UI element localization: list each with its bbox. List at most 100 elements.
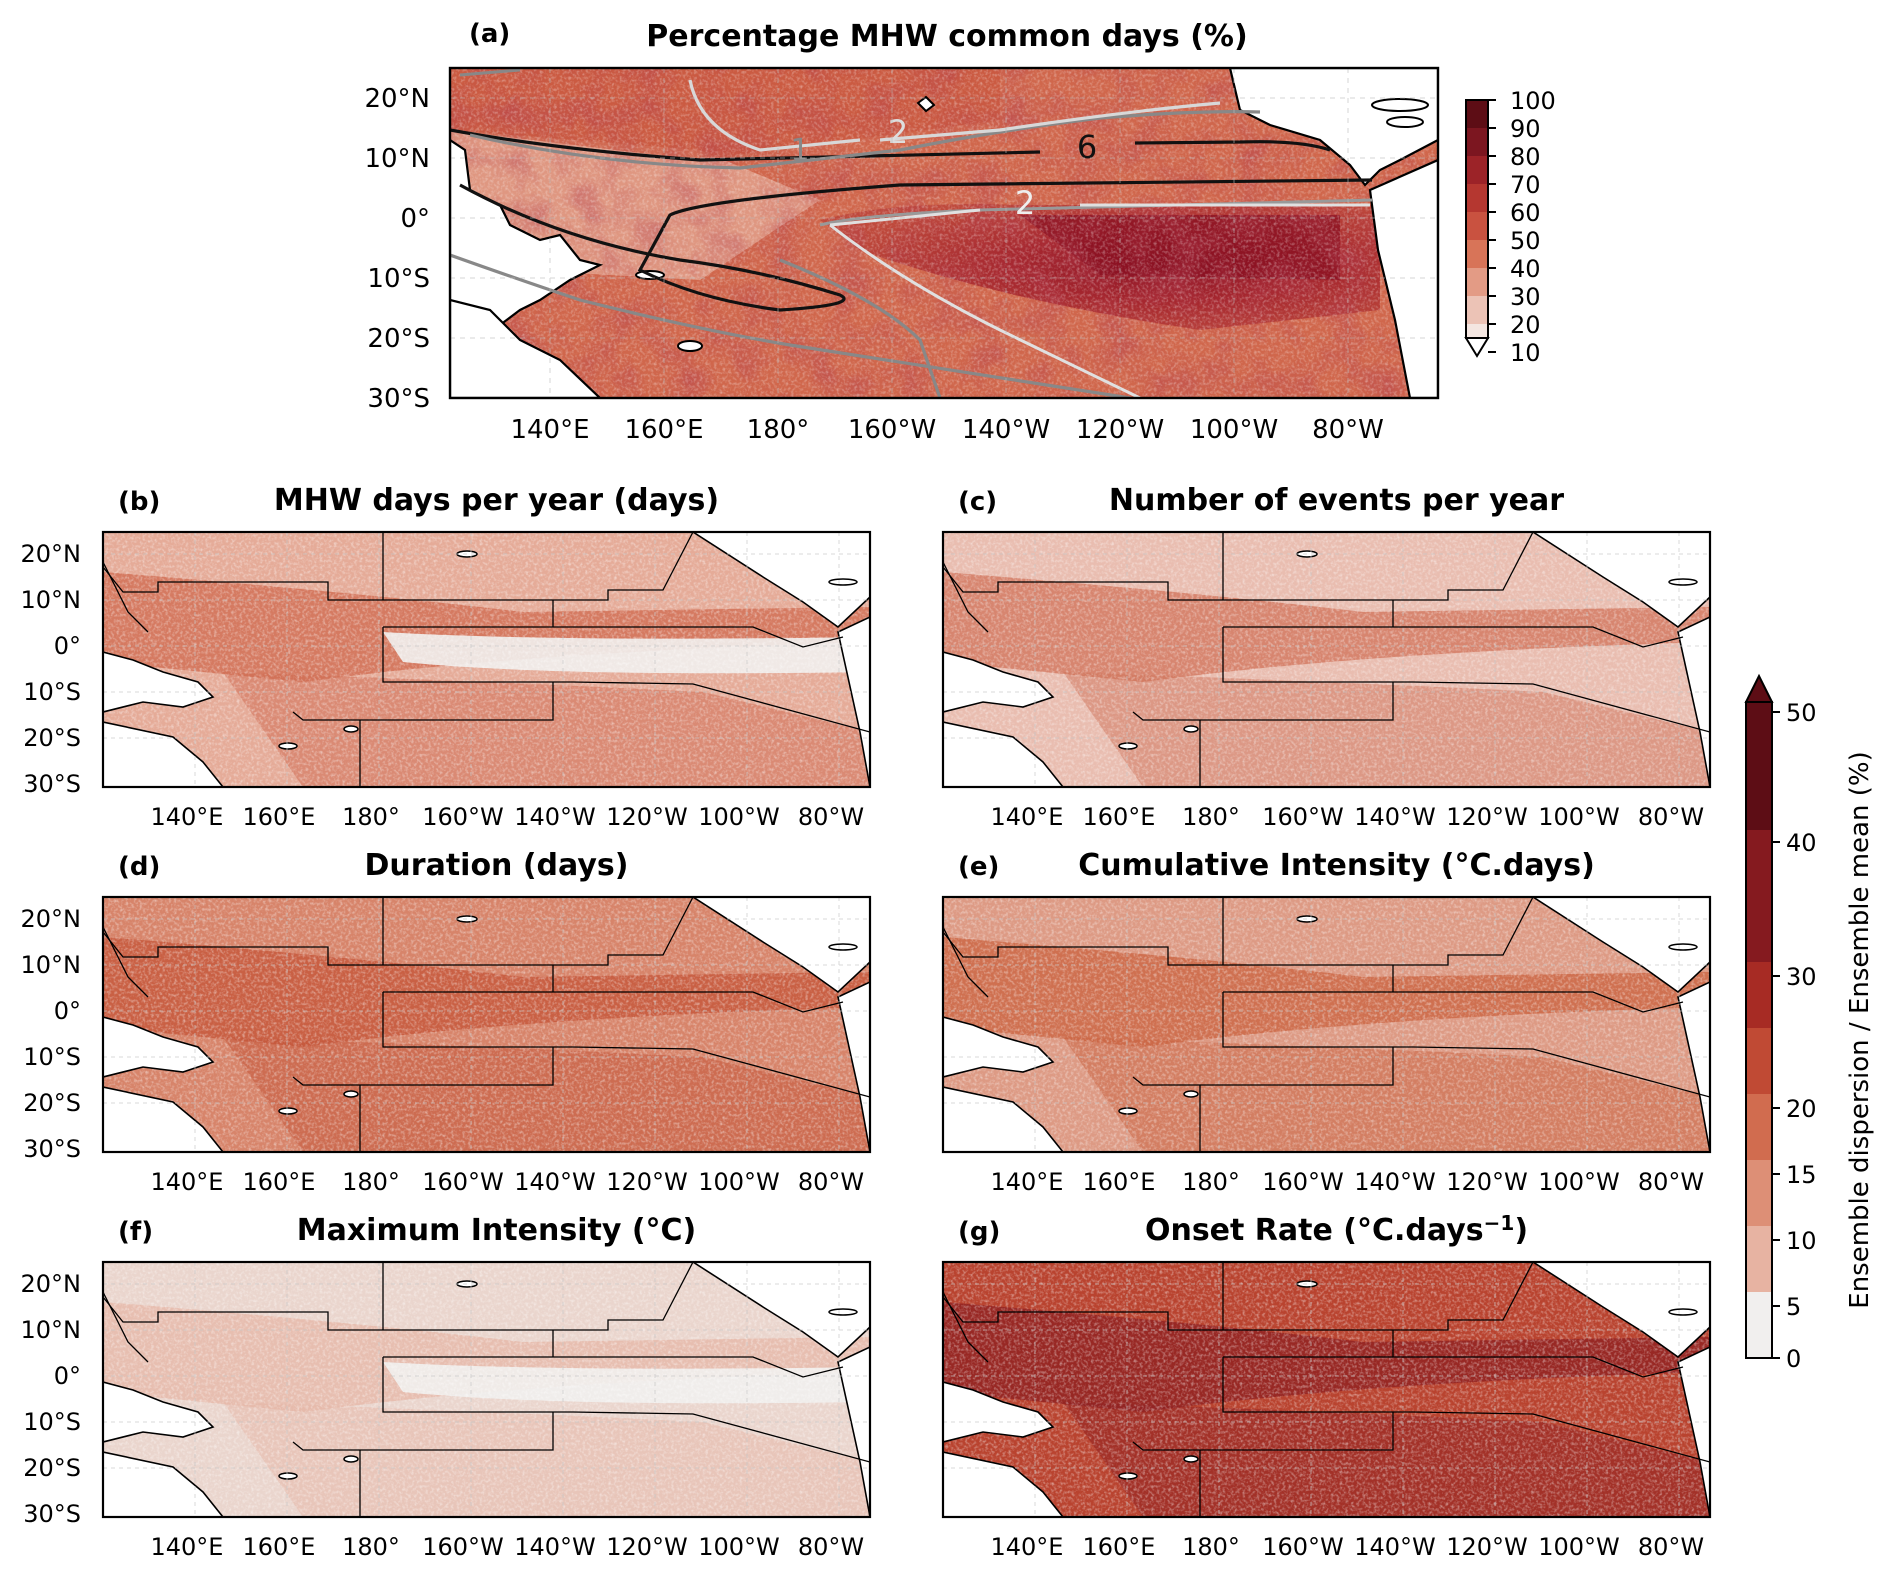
lon-tick: 80°W [798,803,864,831]
cb-tick: 70 [1510,171,1541,199]
panel-e-gridlines [943,897,1710,1152]
lat-tick: 20°N [21,905,82,933]
panel-f-land-new-guinea [103,1381,215,1443]
lon-tick: 100°W [1538,1533,1620,1561]
panel-e-frame [941,895,1712,1154]
lon-tick: 140°W [1354,1168,1436,1196]
panel-c-frame [941,530,1712,789]
lon-tick: 80°W [1638,803,1704,831]
panel-d-region-boxes [103,897,870,1152]
lon-tick: 120°W [1076,415,1164,445]
lon-tick: 160°W [1262,803,1344,831]
cb-tick: 20 [1510,311,1541,339]
cb-right-tick: 30 [1786,963,1817,991]
panel-g-land-australia [943,1451,1065,1517]
cb-tick: 10 [1510,339,1541,367]
panel-f-map [103,1262,870,1517]
panel-e-title: Cumulative Intensity (°C.days) [1078,848,1595,883]
lon-tick: 140°W [514,1168,596,1196]
lat-tick: 20°S [23,1454,81,1482]
contour-6-north [450,128,1041,162]
panel-g-label: (g) [958,1217,1000,1247]
panel-d-gridlines [103,897,870,1152]
lon-tick: 160°W [848,415,936,445]
panel-d-frame [101,895,872,1154]
lat-tick: 10°S [23,678,81,706]
panel-f-label: (f) [118,1217,153,1247]
lon-tick: 80°W [1638,1168,1704,1196]
lat-tick: 10°S [367,264,430,294]
lon-tick: 120°W [606,1533,688,1561]
lat-tick: 30°S [23,1135,81,1163]
lon-tick: 140°W [1354,803,1436,831]
panel-b-frame [101,530,872,789]
panel-c-map [943,532,1710,787]
panel-a-title: Percentage MHW common days (%) [646,19,1247,54]
lon-tick: 160°W [1262,1533,1344,1561]
cb-right-tick: 40 [1786,829,1817,857]
lon-tick: 120°W [1446,803,1528,831]
lon-tick: 100°W [1538,1168,1620,1196]
lon-tick: 140°E [151,803,224,831]
panel-b-land-australia [103,721,225,787]
panel-f-land-south-america [837,1346,870,1517]
lon-tick: 160°E [1083,1168,1156,1196]
panel-c: (c) Number of events per year 140°E 160°E 18… [941,483,1712,831]
panel-c-land-south-america [1677,616,1710,787]
panel-e-map [943,897,1710,1152]
lon-tick: 100°W [698,1168,780,1196]
lon-tick: 140°E [991,1168,1064,1196]
cb-tick: 30 [1510,283,1541,311]
lat-tick: 20°S [367,324,430,354]
panel-c-title: Number of events per year [1109,483,1564,518]
panel-f-region-boxes [103,1262,870,1517]
lat-tick: 10°S [23,1043,81,1071]
lon-tick: 180° [1182,1168,1240,1196]
panel-d-land-australia [103,1086,225,1152]
lon-tick: 160°E [1083,1533,1156,1561]
lat-tick: 30°S [367,384,430,414]
cb-right-tick: 10 [1786,1227,1817,1255]
lon-tick: 160°E [243,1533,316,1561]
lon-tick: 120°W [606,1168,688,1196]
colorbar-extend-arrow [1744,673,1774,703]
panel-c-label: (c) [958,487,997,517]
panel-c-land-central-america [1531,532,1710,629]
lon-tick: 140°E [991,803,1064,831]
cb-right-tick: 5 [1786,1293,1801,1321]
cb-right-tick: 15 [1786,1161,1817,1189]
contour-label-2b: 2 [1015,184,1035,222]
panel-d-land-new-guinea [103,1016,215,1078]
panel-d-land-central-america [691,897,870,994]
panel-f-land-central-america [691,1262,870,1359]
panel-d-land-south-america [837,981,870,1152]
lon-tick: 140°E [151,1168,224,1196]
lat-tick: 20°S [23,1089,81,1117]
panel-g-map [943,1262,1710,1517]
lat-tick: 30°S [23,770,81,798]
panel-g-region-boxes [943,1262,1710,1517]
lat-tick: 30°S [23,1500,81,1528]
panel-g-land-south-america [1677,1346,1710,1517]
lon-tick: 120°W [606,803,688,831]
cb-tick: 60 [1510,199,1541,227]
contour-2-north [688,79,861,152]
panel-a-label: (a) [469,19,510,49]
lon-tick: 100°W [1190,415,1278,445]
panel-a-map: 1 2 6 2 [450,68,1438,398]
panel-b-land-new-guinea [103,651,215,713]
cb-tick: 100 [1510,87,1556,115]
panel-f: (f) Maximum Intensity (°C) 20°N 10°N 0° 10°S 2… [21,1213,872,1561]
lon-tick: 160°E [243,803,316,831]
panel-b-gridlines [103,532,870,787]
panel-d-map [103,897,870,1152]
panel-a-land-central-america [1228,68,1438,187]
panel-a-colorbar: 100 90 80 70 60 50 40 30 20 10 [1464,87,1556,367]
panel-a-land-australia [450,298,602,398]
panel-c-region-boxes [943,532,1710,787]
lon-tick: 100°W [698,803,780,831]
panel-f-frame [101,1260,872,1519]
panel-d: (d) Duration (days) 20°N 10°N 0° 10°S 20°S 30°S… [21,848,872,1196]
panel-e-land-new-guinea [943,1016,1055,1078]
